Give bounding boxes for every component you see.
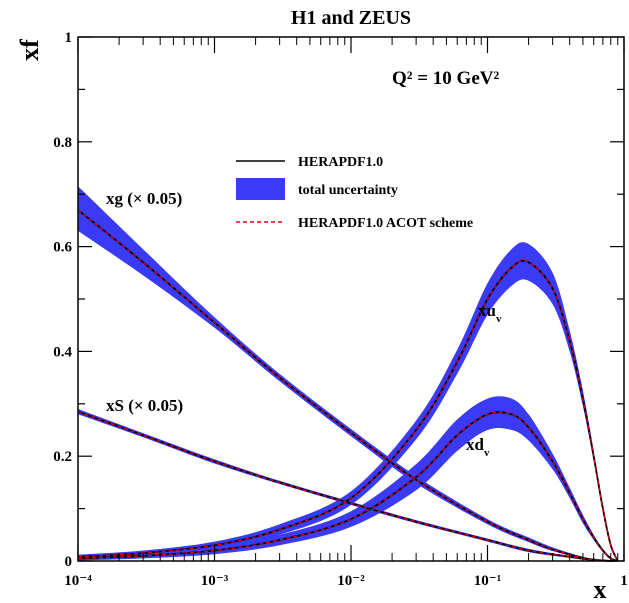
xdv-acot-line	[77, 411, 618, 562]
chart-title: H1 and ZEUS	[291, 7, 411, 29]
x-tick-label: 10⁻³	[201, 573, 229, 589]
x-tick-label: 10⁻²	[337, 573, 365, 589]
y-axis-label: xf	[15, 39, 44, 61]
y-tick-label: 0.4	[53, 344, 72, 360]
axis-ticks: 0 0.2 0.4 0.6 0.8 1 10⁻⁴ 10⁻³ 10⁻² 10⁻¹ 1	[53, 30, 628, 589]
y-tick-label: 0.6	[53, 240, 72, 256]
uncertainty-bands	[78, 186, 618, 562]
x-tick-label: 10⁻¹	[474, 573, 501, 589]
y-tick-label: 1	[65, 30, 73, 46]
legend: HERAPDF1.0 total uncertainty HERAPDF1.0 …	[236, 155, 473, 231]
y-tick-label: 0	[65, 554, 73, 570]
label-xs: xS (× 0.05)	[106, 396, 183, 415]
label-xdv: xdv	[466, 435, 490, 459]
xs-acot-line	[77, 411, 611, 562]
legend-label-uncertainty: total uncertainty	[298, 183, 398, 198]
legend-swatch-uncertainty	[236, 178, 285, 200]
legend-label-herapdf: HERAPDF1.0	[298, 155, 383, 170]
legend-label-acot: HERAPDF1.0 ACOT scheme	[298, 216, 473, 231]
q2-annotation: Q² = 10 GeV²	[392, 68, 499, 89]
x-tick-label: 1	[620, 573, 628, 589]
xuv-band	[78, 242, 618, 561]
xuv-acot-line	[77, 260, 619, 562]
plot-frame	[77, 36, 625, 562]
label-xg: xg (× 0.05)	[106, 189, 182, 208]
y-tick-label: 0.2	[53, 449, 72, 465]
x-axis-label: x	[594, 575, 607, 603]
xdv-band	[78, 396, 618, 561]
y-tick-label: 0.8	[53, 135, 72, 151]
x-tick-label: 10⁻⁴	[64, 573, 92, 589]
